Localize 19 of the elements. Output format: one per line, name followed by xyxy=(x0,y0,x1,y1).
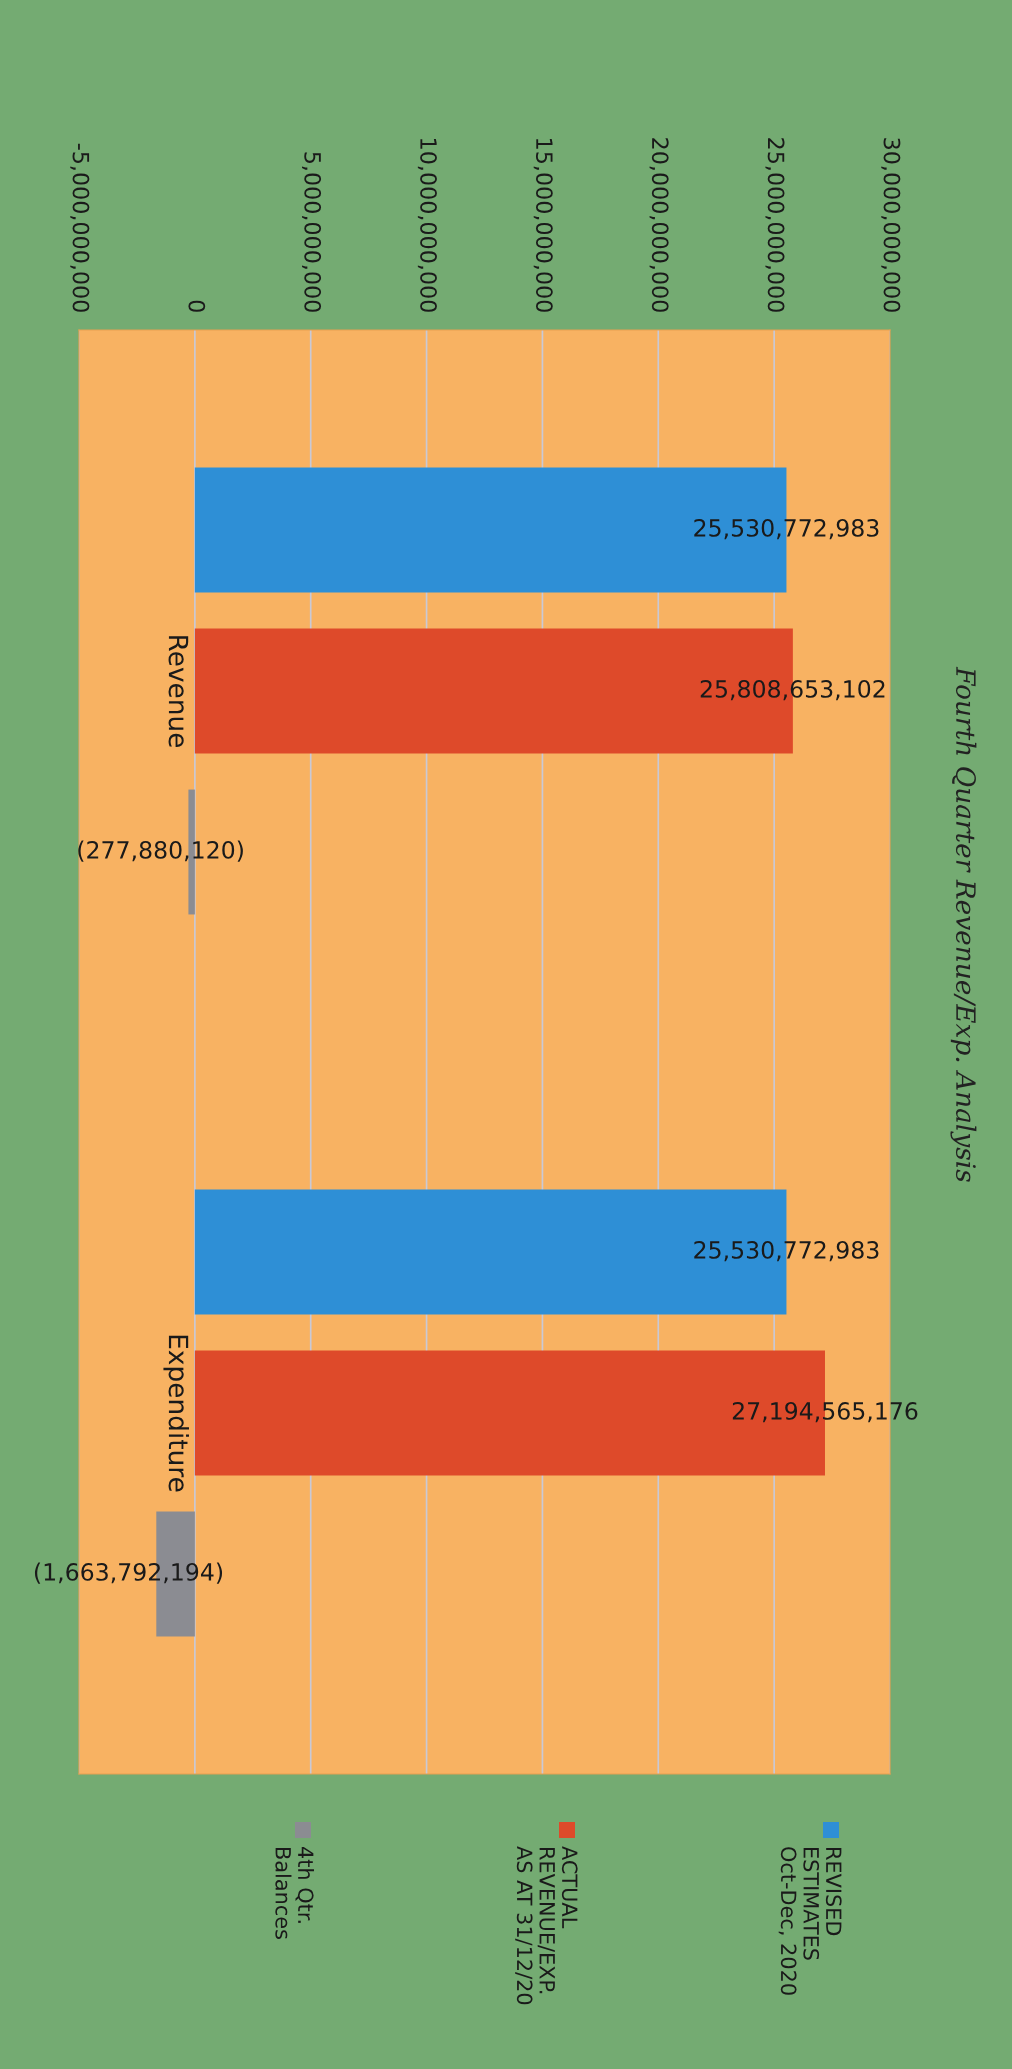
x-tick-label: 30,000,000,000 xyxy=(881,138,901,312)
y-tick-label: Revenue xyxy=(168,636,189,748)
y-tick-label: Expenditure xyxy=(163,1335,189,1492)
x-tick-label: 5,000,000,000 xyxy=(302,152,322,312)
data-label: 25,530,772,983 xyxy=(694,518,879,540)
legend-label: REVISED ESTIMATES Oct-Dec, 2020 xyxy=(778,1847,842,1995)
x-tick-label: 10,000,000,000 xyxy=(417,139,437,312)
data-label: 27,194,565,176 xyxy=(732,1401,918,1423)
data-label: (277,880,120) xyxy=(78,840,243,862)
data-label: 25,808,653,102 xyxy=(700,679,885,701)
x-tick-label: 20,000,000,000 xyxy=(649,138,669,312)
legend-label: 4th Qtr. Balances xyxy=(275,1847,314,1939)
x-tick-label: -5,000,000,000 xyxy=(70,143,90,312)
x-tick-label: 0 xyxy=(188,300,206,312)
text: Fourth Quarter Revenue/Exp. Analysis xyxy=(950,666,977,1182)
x-tick-label: 15,000,000,000 xyxy=(533,139,553,312)
data-label: 25,530,772,983 xyxy=(694,1240,879,1262)
x-tick-label: 25,000,000,000 xyxy=(765,138,785,312)
legend-label: ACTUAL REVENUE/EXP. AS AT 31/12/20 xyxy=(515,1846,578,2005)
